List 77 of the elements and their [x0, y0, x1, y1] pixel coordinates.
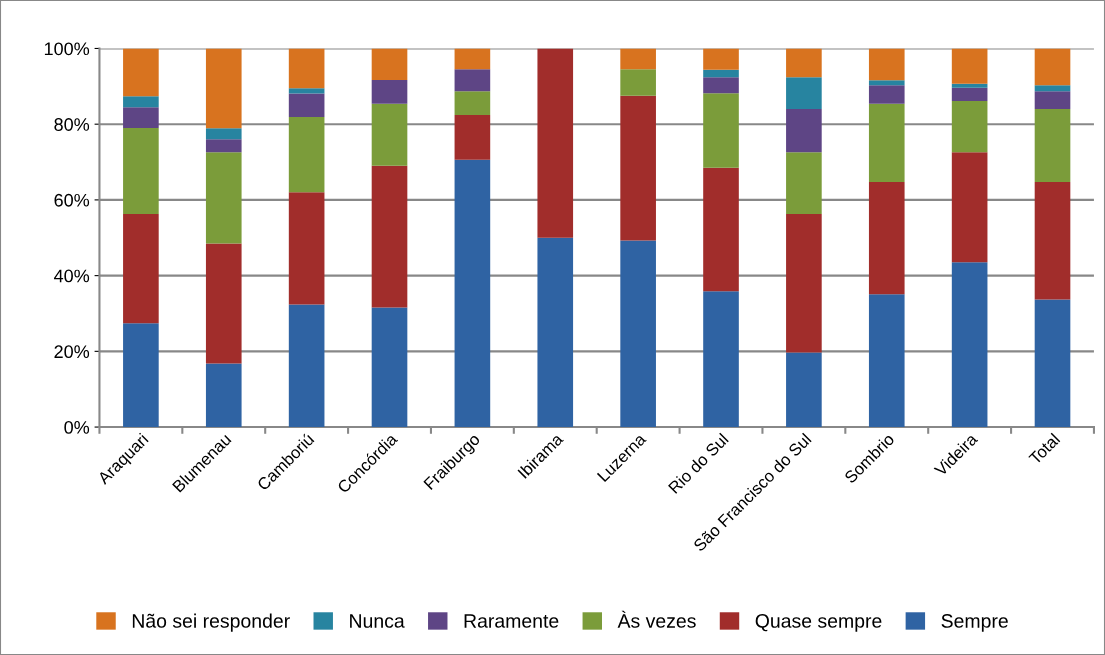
bar [288, 88, 325, 94]
bar [1034, 48, 1071, 86]
y-tick-label: 80% [54, 118, 90, 131]
bar [703, 93, 739, 168]
bar [620, 240, 656, 428]
bar [123, 96, 159, 108]
bar [371, 48, 408, 80]
legend-label: Quase sempre [755, 614, 882, 632]
bar [951, 87, 988, 102]
bar [537, 237, 574, 428]
bar [868, 85, 905, 104]
bar [371, 103, 408, 166]
bar [951, 83, 988, 88]
bar [703, 69, 739, 78]
bar [786, 109, 822, 153]
bar [288, 116, 325, 193]
y-tick-label: 60% [54, 193, 90, 207]
legend-label: Não sei responder [132, 613, 290, 632]
bar [786, 213, 822, 353]
bar [868, 48, 905, 81]
legend-label: Sempre [941, 614, 1008, 632]
bar [703, 167, 739, 292]
x-tick-label: Rio do Sul [667, 432, 729, 494]
legend-label: Às vezes [617, 610, 696, 628]
bar [868, 80, 905, 86]
bar [371, 79, 408, 104]
bar [123, 107, 159, 128]
bar [951, 152, 988, 263]
bar [786, 77, 822, 110]
y-tick-label: 100% [44, 42, 90, 56]
bar [288, 48, 325, 89]
bar [123, 213, 159, 324]
bar [454, 69, 491, 92]
bar [786, 48, 822, 78]
bar [454, 91, 491, 116]
bar [620, 95, 656, 241]
bar [868, 103, 905, 183]
bar [1034, 299, 1071, 428]
bar [205, 48, 242, 129]
bar [205, 139, 242, 153]
bar [786, 152, 822, 214]
bar [123, 323, 159, 428]
bar [288, 93, 325, 117]
y-tick-label: 40% [54, 269, 90, 283]
bar [454, 159, 491, 428]
bar [205, 363, 242, 428]
bar [951, 262, 988, 428]
bar [454, 115, 491, 160]
bar [454, 48, 491, 70]
bar [123, 127, 159, 214]
y-tick-label: 0% [64, 420, 90, 434]
bar [1034, 85, 1071, 92]
bar [123, 48, 159, 97]
bar [1034, 109, 1071, 183]
bar [786, 352, 822, 428]
bar [620, 69, 656, 96]
y-tick-label: 20% [54, 345, 90, 359]
bar [868, 182, 905, 295]
bar [205, 243, 242, 364]
legend-label: Raramente [464, 614, 559, 628]
bar [703, 291, 739, 428]
legend-label: Nunca [350, 614, 405, 628]
bar [703, 77, 739, 94]
bar [371, 307, 408, 428]
bar [205, 152, 242, 244]
bar [951, 101, 988, 153]
bar [1034, 182, 1071, 300]
bar [371, 165, 408, 308]
bar [288, 192, 325, 305]
bar [205, 128, 242, 140]
bar [620, 48, 656, 70]
bar [288, 304, 325, 428]
bar [703, 48, 739, 70]
bar [1034, 91, 1071, 110]
bar [951, 48, 988, 84]
bar [868, 294, 905, 428]
bar [537, 48, 574, 238]
